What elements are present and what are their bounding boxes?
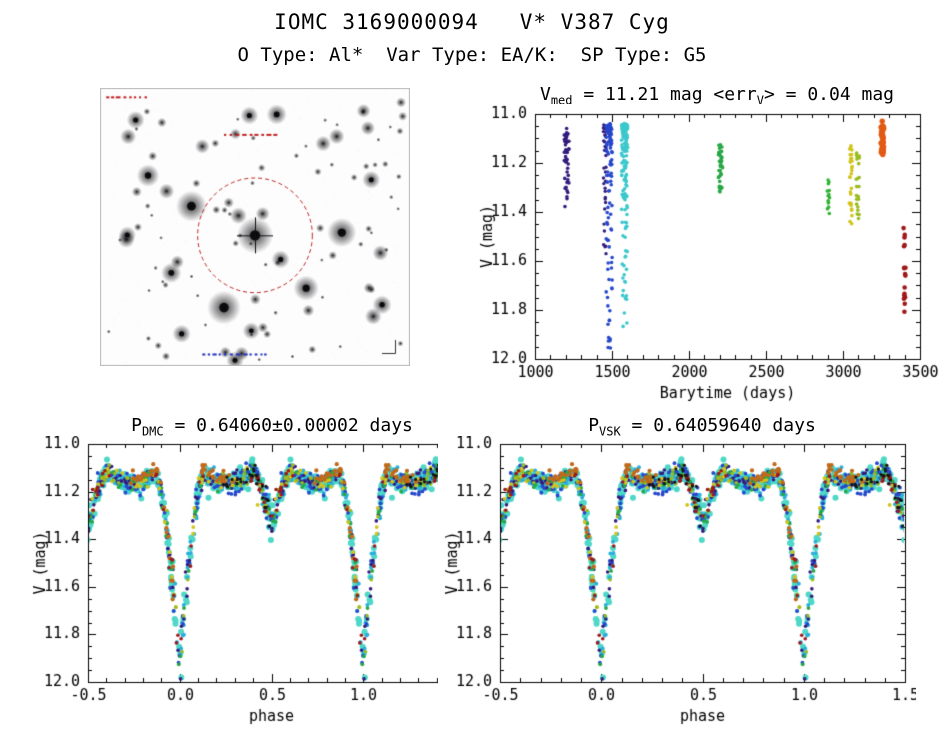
folded-dmc-title: PDMC = 0.64060±0.00002 days <box>131 415 413 439</box>
timeseries-plot <box>470 104 944 411</box>
page-subtitle: O Type: Al* Var Type: EA/K: SP Type: G5 <box>237 44 707 66</box>
finding-chart-image <box>100 88 410 366</box>
folded-vsk-title: PVSK = 0.64059640 days <box>588 415 816 439</box>
folded-vsk-plot <box>438 436 916 736</box>
folded-dmc-plot <box>26 436 466 736</box>
page-title: IOMC 3169000094 V* V387 Cyg <box>274 10 670 34</box>
timeseries-title: Vmed = 11.21 mag <errV> = 0.04 mag <box>539 84 895 108</box>
